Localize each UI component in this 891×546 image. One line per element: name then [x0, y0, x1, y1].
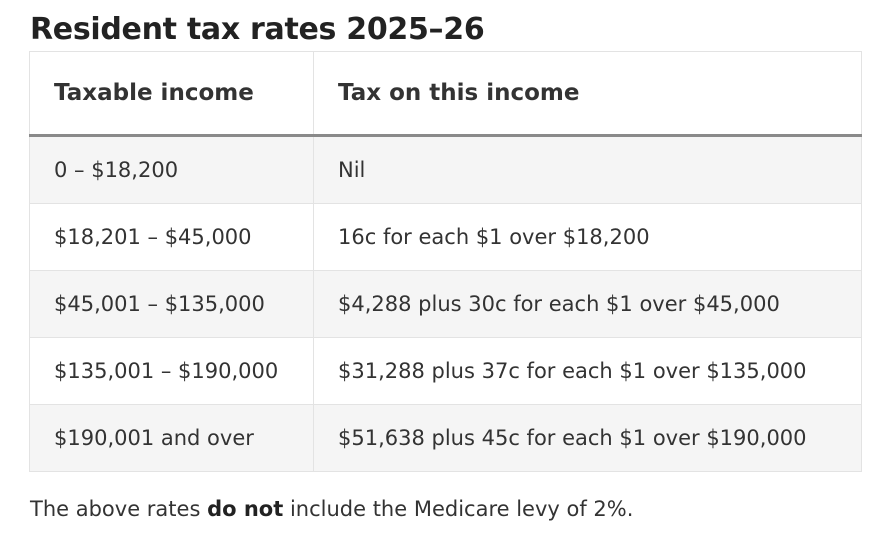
medicare-levy-note: The above rates do not include the Medic…: [30, 497, 633, 521]
note-text-after: include the Medicare levy of 2%.: [283, 497, 634, 521]
income-range-cell: $18,201 – $45,000: [29, 203, 314, 271]
table-row: 0 – $18,200 Nil: [29, 135, 862, 204]
income-range-cell: $45,001 – $135,000: [29, 270, 314, 338]
tax-rates-table: Taxable income Tax on this income 0 – $1…: [29, 51, 862, 472]
table-row: $18,201 – $45,000 16c for each $1 over $…: [29, 203, 862, 271]
tax-amount-cell: $31,288 plus 37c for each $1 over $135,0…: [313, 337, 862, 405]
page-title: Resident tax rates 2025–26: [30, 12, 485, 47]
header-taxable-income: Taxable income: [29, 51, 314, 137]
note-text-before: The above rates: [30, 497, 208, 521]
tax-amount-cell: $4,288 plus 30c for each $1 over $45,000: [313, 270, 862, 338]
income-range-cell: $190,001 and over: [29, 404, 314, 472]
table-row: $135,001 – $190,000 $31,288 plus 37c for…: [29, 337, 862, 405]
table-row: $190,001 and over $51,638 plus 45c for e…: [29, 404, 862, 472]
income-range-cell: 0 – $18,200: [29, 135, 314, 204]
tax-amount-cell: $51,638 plus 45c for each $1 over $190,0…: [313, 404, 862, 472]
note-emphasis: do not: [207, 497, 284, 521]
header-tax-on-income: Tax on this income: [313, 51, 862, 137]
income-range-cell: $135,001 – $190,000: [29, 337, 314, 405]
table-header-row: Taxable income Tax on this income: [29, 51, 862, 137]
table-row: $45,001 – $135,000 $4,288 plus 30c for e…: [29, 270, 862, 338]
tax-amount-cell: Nil: [313, 135, 862, 204]
tax-amount-cell: 16c for each $1 over $18,200: [313, 203, 862, 271]
